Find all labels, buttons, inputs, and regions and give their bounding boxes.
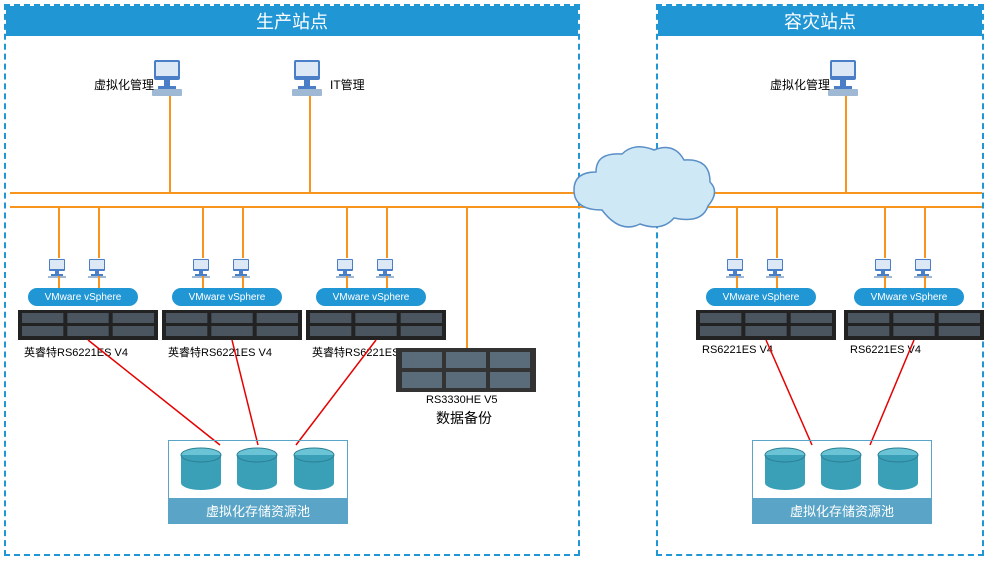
prod-storage-panel: 虚拟化存储资源池 [168, 440, 348, 524]
vsphere-label: VMware vSphere [45, 292, 122, 303]
cluster-drop [346, 206, 348, 258]
pc-small-icon [88, 258, 110, 278]
pc-icon [826, 58, 866, 98]
pc-small-icon [232, 258, 254, 278]
vsphere-label: VMware vSphere [723, 292, 800, 303]
pc-icon [290, 58, 330, 98]
dr-virt-drop [845, 96, 847, 192]
server-model-label: RS6221ES V4 [702, 344, 773, 356]
pc-small-icon [874, 258, 896, 278]
pc-small-icon [336, 258, 358, 278]
cluster-drop [884, 206, 886, 258]
dr-storage-panel: 虚拟化存储资源池 [752, 440, 932, 524]
cylinder-icon [876, 447, 921, 492]
server-rack [306, 310, 446, 340]
prod-virt-drop [169, 96, 171, 192]
cloud-icon [562, 140, 722, 240]
vsphere-badge: VMware vSphere [28, 288, 138, 306]
dr-site-title: 容灾站点 [784, 8, 856, 34]
server-rack [696, 310, 836, 340]
vsphere-label: VMware vSphere [871, 292, 948, 303]
pc-small-icon [766, 258, 788, 278]
prod-site-header: 生产站点 [6, 6, 578, 36]
cluster-drop [736, 206, 738, 258]
cylinder-icon [763, 447, 808, 492]
vsphere-badge: VMware vSphere [172, 288, 282, 306]
cluster-drop [776, 206, 778, 258]
server-model-label: 英睿特RS6221ES V4 [24, 344, 128, 360]
cluster-drop [242, 206, 244, 258]
server-rack [162, 310, 302, 340]
cluster-drop [386, 206, 388, 258]
pc-small-icon [376, 258, 398, 278]
prod-it-drop [309, 96, 311, 192]
dr-storage-body [753, 441, 931, 498]
net-line-1 [10, 192, 982, 194]
cluster-drop [924, 206, 926, 258]
cluster-drop [98, 206, 100, 258]
cylinder-icon [235, 447, 280, 492]
backup-desc-label: 数据备份 [436, 408, 492, 428]
dr-site-header: 容灾站点 [658, 6, 982, 36]
pc-small-icon [48, 258, 70, 278]
backup-server [396, 348, 536, 392]
server-rack [18, 310, 158, 340]
cylinder-icon [292, 447, 337, 492]
cylinder-icon [819, 447, 864, 492]
pc-small-icon [914, 258, 936, 278]
dr-virt-label: 虚拟化管理 [770, 76, 830, 93]
dr-storage-label: 虚拟化存储资源池 [753, 498, 931, 523]
vsphere-badge: VMware vSphere [854, 288, 964, 306]
vsphere-label: VMware vSphere [189, 292, 266, 303]
backup-model-label: RS3330HE V5 [426, 394, 498, 406]
cluster-drop [202, 206, 204, 258]
pc-small-icon [192, 258, 214, 278]
vsphere-badge: VMware vSphere [706, 288, 816, 306]
vsphere-label: VMware vSphere [333, 292, 410, 303]
vsphere-badge: VMware vSphere [316, 288, 426, 306]
pc-small-icon [726, 258, 748, 278]
prod-virt-label: 虚拟化管理 [94, 76, 154, 93]
backup-drop [466, 206, 468, 350]
prod-storage-label: 虚拟化存储资源池 [169, 498, 347, 523]
prod-site-title: 生产站点 [256, 8, 328, 34]
pc-icon [150, 58, 190, 98]
server-rack [844, 310, 984, 340]
cluster-drop [58, 206, 60, 258]
prod-storage-body [169, 441, 347, 498]
server-model-label: RS6221ES V4 [850, 344, 921, 356]
net-line-2 [10, 206, 982, 208]
server-model-label: 英睿特RS6221ES V4 [168, 344, 272, 360]
prod-it-label: IT管理 [330, 76, 365, 93]
cylinder-icon [179, 447, 224, 492]
